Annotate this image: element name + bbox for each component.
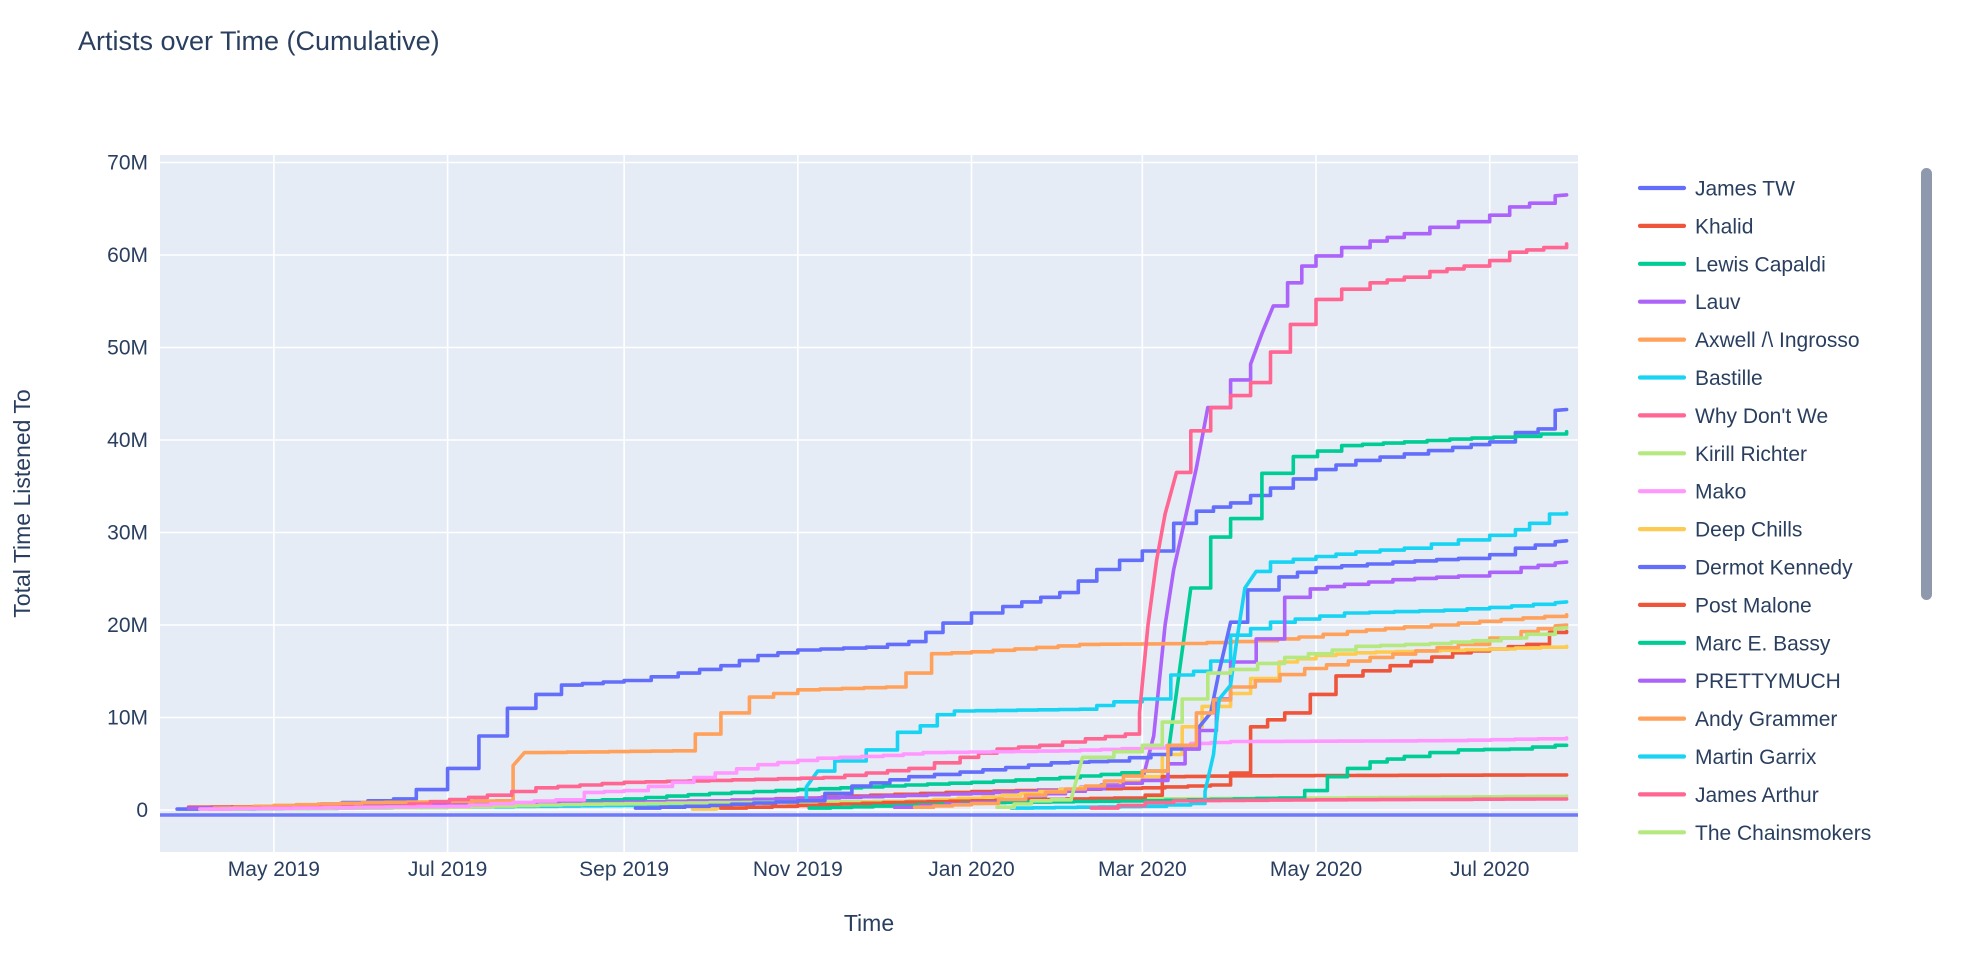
y-tick-label: 50M <box>107 337 148 360</box>
series-line-james-tw <box>175 407 1569 811</box>
legend-label: Post Malone <box>1695 594 1812 617</box>
legend-label: Axwell /\ Ingrosso <box>1695 329 1860 352</box>
legend-item-james-tw[interactable]: James TW <box>1637 178 1795 201</box>
x-tick-label: Jul 2019 <box>408 858 487 881</box>
x-tick-label: Jul 2020 <box>1450 858 1529 881</box>
y-tick-label: 30M <box>107 522 148 545</box>
legend-label: Andy Grammer <box>1695 708 1837 731</box>
legend-item-mako[interactable]: Mako <box>1637 481 1746 504</box>
x-tick-label: May 2020 <box>1270 858 1362 881</box>
x-tick-label: Nov 2019 <box>753 858 843 881</box>
y-tick-label: 10M <box>107 707 148 730</box>
x-tick-label: May 2019 <box>228 858 320 881</box>
legend-label: Dermot Kennedy <box>1695 557 1853 580</box>
legend-label: Marc E. Bassy <box>1695 632 1831 655</box>
legend-label: Lewis Capaldi <box>1695 253 1826 276</box>
y-tick-label: 70M <box>107 152 148 175</box>
series-line-why-don-t-we <box>206 242 1569 811</box>
legend-label: Deep Chills <box>1695 519 1802 542</box>
y-tick-label: 40M <box>107 429 148 452</box>
series-line-dermot-kennedy <box>633 538 1569 810</box>
y-tick-label: 0 <box>136 799 148 822</box>
series-line-james-arthur <box>1089 797 1569 810</box>
series-line-the-chainsmokers <box>995 625 1569 810</box>
legend-label: Mako <box>1695 481 1746 504</box>
y-tick-label: 60M <box>107 244 148 267</box>
x-tick-label: Sep 2019 <box>579 858 669 881</box>
legend-item-marc-e-bassy[interactable]: Marc E. Bassy <box>1637 632 1831 655</box>
legend: James TW Khalid Lewis Capaldi Lauv Axwell /\… <box>1637 178 1871 845</box>
chart-title: Artists over Time (Cumulative) <box>78 26 440 56</box>
legend-item-lauv[interactable]: Lauv <box>1637 291 1741 314</box>
legend-label: Why Don't We <box>1695 405 1828 428</box>
legend-item-james-arthur[interactable]: James Arthur <box>1637 784 1819 807</box>
legend-item-kirill-richter[interactable]: Kirill Richter <box>1637 443 1807 466</box>
x-tick-label: Mar 2020 <box>1098 858 1187 881</box>
legend-label: PRETTYMUCH <box>1695 670 1841 693</box>
legend-item-why-don-t-we[interactable]: Why Don't We <box>1637 405 1828 428</box>
x-axis-title: Time <box>844 910 894 936</box>
legend-item-dermot-kennedy[interactable]: Dermot Kennedy <box>1637 557 1853 580</box>
legend-label: James TW <box>1695 178 1795 201</box>
legend-item-post-malone[interactable]: Post Malone <box>1637 594 1812 617</box>
legend-label: Khalid <box>1695 215 1753 238</box>
legend-label: Lauv <box>1695 291 1741 314</box>
legend-label: James Arthur <box>1695 784 1819 807</box>
series-line-mako <box>198 736 1569 811</box>
x-tick-label: Jan 2020 <box>928 858 1014 881</box>
legend-label: Kirill Richter <box>1695 443 1807 466</box>
y-tick-label: 20M <box>107 614 148 637</box>
legend-item-deep-chills[interactable]: Deep Chills <box>1637 519 1802 542</box>
legend-scrollbar[interactable] <box>1921 168 1932 600</box>
legend-item-bastille[interactable]: Bastille <box>1637 367 1763 390</box>
legend-label: The Chainsmokers <box>1695 822 1871 845</box>
plot-area[interactable] <box>160 155 1578 852</box>
legend-item-axwell-ingrosso[interactable]: Axwell /\ Ingrosso <box>1637 329 1860 352</box>
legend-item-khalid[interactable]: Khalid <box>1637 215 1753 238</box>
legend-label: Bastille <box>1695 367 1763 390</box>
legend-item-the-chainsmokers[interactable]: The Chainsmokers <box>1637 822 1871 845</box>
legend-label: Martin Garrix <box>1695 746 1817 769</box>
legend-item-prettymuch[interactable]: PRETTYMUCH <box>1637 670 1841 693</box>
series-line-andy-grammer <box>912 623 1569 810</box>
legend-item-andy-grammer[interactable]: Andy Grammer <box>1637 708 1837 731</box>
legend-item-lewis-capaldi[interactable]: Lewis Capaldi <box>1637 253 1826 276</box>
y-axis-title: Total Time Listened To <box>9 389 35 617</box>
legend-item-martin-garrix[interactable]: Martin Garrix <box>1637 746 1817 769</box>
